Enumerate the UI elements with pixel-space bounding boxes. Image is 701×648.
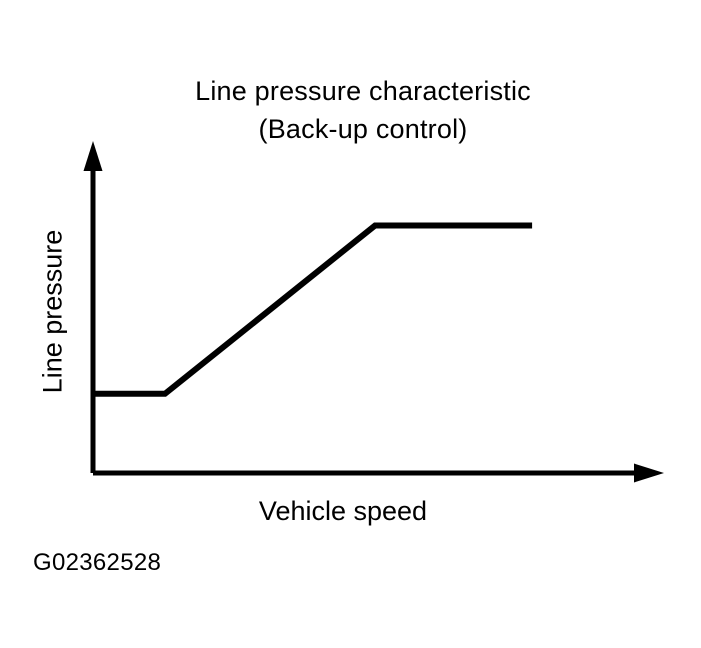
chart-title-line1: Line pressure characteristic [195, 76, 531, 106]
x-axis-arrow-icon [634, 463, 664, 483]
chart-title: Line pressure characteristic (Back-up co… [93, 72, 633, 148]
figure-code: G02362528 [33, 549, 162, 576]
pressure-curve [93, 222, 533, 397]
chart-title-line2: (Back-up control) [258, 114, 468, 144]
x-axis-label: Vehicle speed [258, 496, 428, 526]
y-axis-arrow-icon [83, 141, 103, 171]
